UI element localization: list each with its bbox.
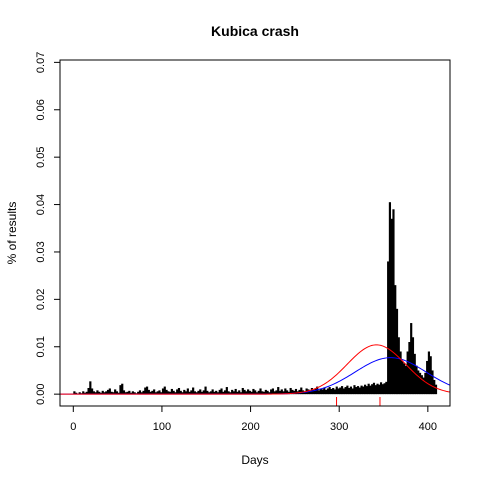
x-tick-label: 0: [70, 421, 76, 433]
y-tick-label: 0.03: [35, 241, 47, 262]
chart-title: Kubica crash: [211, 23, 299, 39]
y-tick-label: 0.00: [35, 383, 47, 404]
y-tick-label: 0.01: [35, 336, 47, 357]
y-tick-label: 0.06: [35, 99, 47, 120]
histogram-bar: [435, 385, 437, 394]
y-tick-label: 0.05: [35, 146, 47, 167]
y-tick-label: 0.07: [35, 52, 47, 73]
y-tick-label: 0.02: [35, 289, 47, 310]
x-tick-label: 100: [153, 421, 171, 433]
x-tick-label: 400: [419, 421, 437, 433]
y-tick-label: 0.04: [35, 194, 47, 215]
x-tick-label: 200: [241, 421, 259, 433]
y-axis-label: % of results: [5, 202, 19, 265]
x-tick-label: 300: [330, 421, 348, 433]
x-axis-label: Days: [241, 453, 268, 467]
